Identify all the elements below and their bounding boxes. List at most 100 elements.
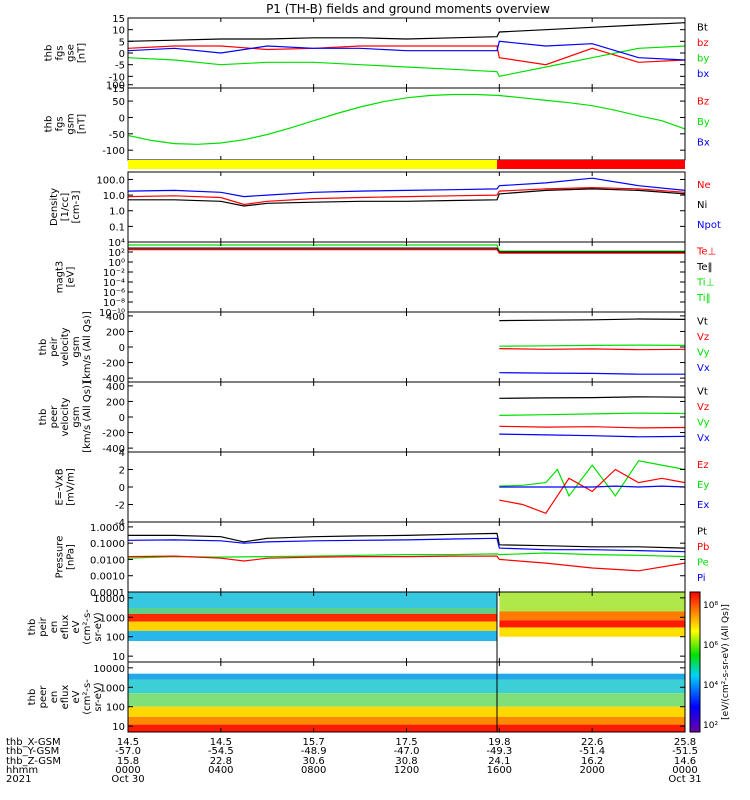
y-tick-label: 0.0100 xyxy=(90,555,125,566)
y-axis-label: velocity xyxy=(60,397,71,436)
y-axis-label: [km/s (All Qs)] xyxy=(82,311,93,383)
x-axis-value: 22.6 xyxy=(581,737,603,748)
y-axis-label: gsm xyxy=(66,113,77,134)
x-axis-value: 16.2 xyxy=(581,756,603,767)
y-axis-label: eflux xyxy=(60,685,71,710)
y-axis-label: eV xyxy=(71,620,82,633)
y-axis-label: en xyxy=(49,691,60,704)
y-tick-label: 0.0010 xyxy=(90,572,125,583)
x-axis-value: Oct 30 xyxy=(111,774,144,785)
series-Ey xyxy=(499,460,685,497)
y-axis-label: peer xyxy=(38,685,49,709)
y-axis-label: peir xyxy=(49,336,60,356)
y-axis-label: [cm-3] xyxy=(71,190,82,223)
series-Vx xyxy=(499,372,685,375)
legend-Vx: Vx xyxy=(697,433,710,444)
y-tick-label: 10.0 xyxy=(103,191,125,202)
x-axis-value: -48.9 xyxy=(301,746,327,757)
legend-Bt: Bt xyxy=(697,22,708,33)
series-Ez xyxy=(499,468,685,515)
panel-density: 100.0 10.0 1.0 0.1 Density [1/cc] [cm-3] Ne Ni Np… xyxy=(49,171,721,243)
heatmap-band xyxy=(128,679,685,694)
y-axis-label: [nPa] xyxy=(66,544,77,570)
x-axis-value: 22.8 xyxy=(210,756,232,767)
x-axis-row-label: thb_X-GSM xyxy=(6,737,61,748)
series-Bt xyxy=(128,22,685,42)
x-axis-value: 15.8 xyxy=(117,756,139,767)
y-tick-label: 10000 xyxy=(93,594,125,605)
x-axis-value: 14.6 xyxy=(674,756,696,767)
y-axis-label: [1/cc] xyxy=(60,193,71,222)
legend-Vt: Vt xyxy=(697,386,708,397)
y-tick-label: 10 xyxy=(112,652,125,663)
x-axis-value: 24.1 xyxy=(488,756,510,767)
y-tick-label: -400 xyxy=(102,374,125,385)
series-by xyxy=(128,45,685,77)
x-axis-value: 1200 xyxy=(394,765,419,776)
x-axis-value: 15.7 xyxy=(303,737,325,748)
legend-Bx: Bx xyxy=(697,138,710,149)
legend-Ey: Ey xyxy=(697,480,709,491)
heatmap-band xyxy=(499,592,685,612)
colorbar-title: [eV/(cm²-s-sr-eV) (All Qs)] xyxy=(721,604,731,720)
y-axis-label: magt3 xyxy=(55,261,66,294)
series-Vz xyxy=(499,348,685,351)
series-bz xyxy=(128,45,685,66)
y-tick-label: 100 xyxy=(106,633,125,644)
legend-bx: bx xyxy=(697,69,709,80)
heatmap-band xyxy=(128,673,685,680)
legend-Te⊥: Te⊥ xyxy=(696,246,716,257)
y-tick-label: 200 xyxy=(106,327,125,338)
x-axis-value: 14.5 xyxy=(210,737,232,748)
y-axis-label: velocity xyxy=(60,327,71,366)
panel-pressure: 1.0000 0.1000 0.0100 0.0010 0.0001 Pressure [n… xyxy=(55,521,709,599)
peir-en-eflux-data xyxy=(128,592,685,662)
fgs-fgs-data xyxy=(128,22,685,77)
heatmap-band xyxy=(128,608,498,614)
y-tick-label: -10 xyxy=(109,72,125,83)
series-Vt xyxy=(499,396,685,399)
y-tick-label: 10⁰ xyxy=(108,258,125,269)
mode-segment xyxy=(497,160,685,169)
legend-Ez: Ez xyxy=(697,460,709,471)
y-axis-label: gse xyxy=(66,44,77,62)
x-axis-value: -51.5 xyxy=(672,746,698,757)
x-axis-value: -51.4 xyxy=(579,746,605,757)
legend-Ti‖: Ti‖ xyxy=(696,293,711,304)
y-axis-label: (cm²-s- xyxy=(82,609,93,645)
heatmap-band xyxy=(128,621,498,631)
x-axis-value: -47.0 xyxy=(394,746,420,757)
x-axis-value: -49.3 xyxy=(486,746,512,757)
colorbar-tick-label: 10² xyxy=(703,721,718,731)
series-bx xyxy=(128,40,685,61)
y-tick-label: 100.0 xyxy=(96,175,125,186)
legend-Te‖: Te‖ xyxy=(696,262,713,273)
y-tick-label: -50 xyxy=(109,130,125,141)
legend-bz: bz xyxy=(697,38,709,49)
legend-Vx: Vx xyxy=(697,363,710,374)
y-axis-label: Density xyxy=(49,188,60,226)
y-tick-label: -400 xyxy=(102,444,125,455)
fgs-gsm-data xyxy=(128,93,685,145)
y-tick-label: 1.0000 xyxy=(90,523,125,534)
peer-velocity-data xyxy=(499,396,685,438)
colorbar-tick-label: 10⁸ xyxy=(703,601,718,611)
y-axis-label: fgs xyxy=(55,116,66,131)
series-Vy xyxy=(499,412,685,416)
y-tick-label: -2 xyxy=(115,501,125,512)
series-By xyxy=(128,93,685,145)
pressure-data xyxy=(128,532,685,572)
panel-peer-en-eflux: 10000 1000 100 10 thb peer en eflux eV (cm²-s-sr-… xyxy=(27,661,686,733)
y-tick-label: 1.0 xyxy=(109,207,125,218)
y-axis-label: gsm xyxy=(71,406,82,427)
peir-velocity-data xyxy=(499,318,685,375)
y-tick-label: 1000 xyxy=(100,613,125,624)
legend-Ti⊥: Ti⊥ xyxy=(696,278,714,289)
y-tick-label: -15 xyxy=(109,84,125,95)
y-tick-label: 10⁻⁶ xyxy=(103,288,125,299)
series-Pt xyxy=(128,532,685,549)
series-Te⊥ xyxy=(128,249,685,254)
y-tick-label: 0.1000 xyxy=(90,539,125,550)
y-axis-label: Pressure xyxy=(55,536,66,579)
